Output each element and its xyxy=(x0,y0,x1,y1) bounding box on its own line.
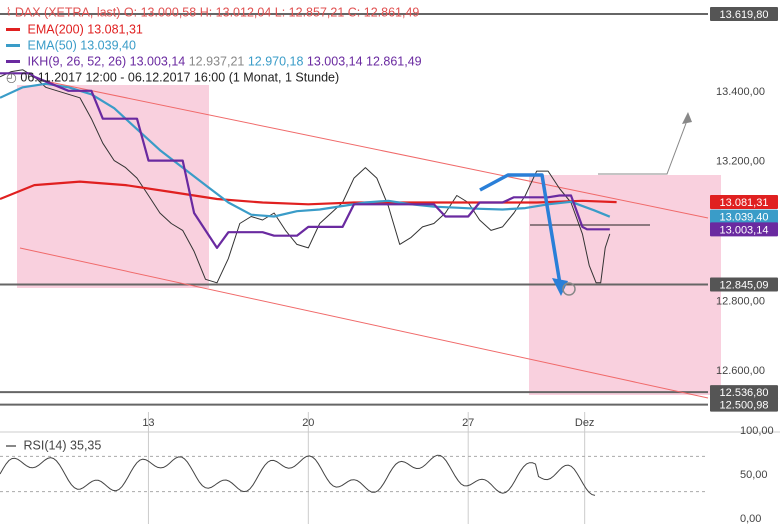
price-label-text: 12.536,80 xyxy=(720,387,769,399)
price-label-text: 13.619,80 xyxy=(720,9,769,21)
ikh-swatch xyxy=(6,60,20,63)
y-tick-label: 12.800,00 xyxy=(716,295,765,307)
shaded-zone xyxy=(17,85,209,288)
legend-ema200: EMA(200) 13.081,31 xyxy=(6,21,143,38)
legend-ema50-label: EMA(50) xyxy=(27,39,76,53)
x-tick-label: 20 xyxy=(302,417,314,429)
price-label-text: 13.039,40 xyxy=(720,212,769,224)
y-tick-label: 13.200,00 xyxy=(716,156,765,168)
rsi-label: RSI(14) xyxy=(23,439,66,453)
annotation-arrow xyxy=(598,118,688,174)
legend-ikh-v5: 12.861,49 xyxy=(366,55,422,69)
legend-ikh-v1: 13.003,14 xyxy=(130,55,186,69)
chart-icon: ⌇ xyxy=(6,7,11,19)
legend-dax-high: H: 13.012,04 xyxy=(200,6,272,20)
legend-dax-open: O: 13.000,58 xyxy=(124,6,196,20)
price-label: 13.619,80 xyxy=(710,7,778,21)
rsi-tick-label: 0,00 xyxy=(740,513,761,524)
rsi-tick-label: 100,00 xyxy=(740,425,774,437)
rsi-tick-label: 50,00 xyxy=(740,469,768,481)
legend-ema200-label: EMA(200) xyxy=(27,23,83,37)
x-tick-label: Dez xyxy=(575,417,595,429)
x-tick-label: 27 xyxy=(462,417,474,429)
price-label: 12.500,98 xyxy=(710,398,778,412)
price-label-text: 12.500,98 xyxy=(720,400,769,412)
price-label: 12.845,09 xyxy=(710,278,778,292)
legend-ema50: EMA(50) 13.039,40 xyxy=(6,37,136,54)
legend-ikh: IKH(9, 26, 52, 26) 13.003,14 12.937,21 1… xyxy=(6,53,422,70)
y-tick-label: 13.400,00 xyxy=(716,86,765,98)
rsi-swatch xyxy=(6,445,16,447)
ema50-swatch xyxy=(6,44,20,47)
legend-period-text: 06.11.2017 12:00 - 06.12.2017 16:00 (1 M… xyxy=(20,71,339,85)
rsi-legend: RSI(14) 35,35 xyxy=(6,437,101,454)
legend-dax: ⌇ DAX (XETRA, last) O: 13.000,58 H: 13.0… xyxy=(6,4,419,21)
price-label-text: 13.003,14 xyxy=(720,224,769,236)
legend-dax-low: L: 12.857,21 xyxy=(275,6,345,20)
price-label: 13.081,31 xyxy=(710,195,778,209)
legend-dax-name: DAX (XETRA, last) xyxy=(15,6,121,20)
legend-ema50-value: 13.039,40 xyxy=(80,39,136,53)
legend-ikh-label: IKH(9, 26, 52, 26) xyxy=(27,55,126,69)
legend-ikh-v2: 12.937,21 xyxy=(189,55,245,69)
legend-ema200-value: 13.081,31 xyxy=(87,23,143,37)
annotation-arrowhead xyxy=(682,112,692,124)
y-tick-label: 12.600,00 xyxy=(716,365,765,377)
legend-dax-close: C: 12.861,49 xyxy=(348,6,420,20)
rsi-value: 35,35 xyxy=(70,439,101,453)
price-label-text: 13.081,31 xyxy=(720,197,769,209)
legend-ikh-v4: 13.003,14 xyxy=(307,55,363,69)
price-label: 13.003,14 xyxy=(710,222,778,236)
x-tick-label: 13 xyxy=(142,417,154,429)
legend-period: ◴ 06.11.2017 12:00 - 06.12.2017 16:00 (1… xyxy=(6,69,339,86)
price-label-text: 12.845,09 xyxy=(720,280,769,292)
clock-icon: ◴ xyxy=(6,71,17,85)
price-label: 13.039,40 xyxy=(710,210,778,224)
ema200-swatch xyxy=(6,28,20,31)
rsi-line xyxy=(0,455,595,495)
legend-ikh-v3: 12.970,18 xyxy=(248,55,304,69)
price-label: 12.536,80 xyxy=(710,385,778,399)
